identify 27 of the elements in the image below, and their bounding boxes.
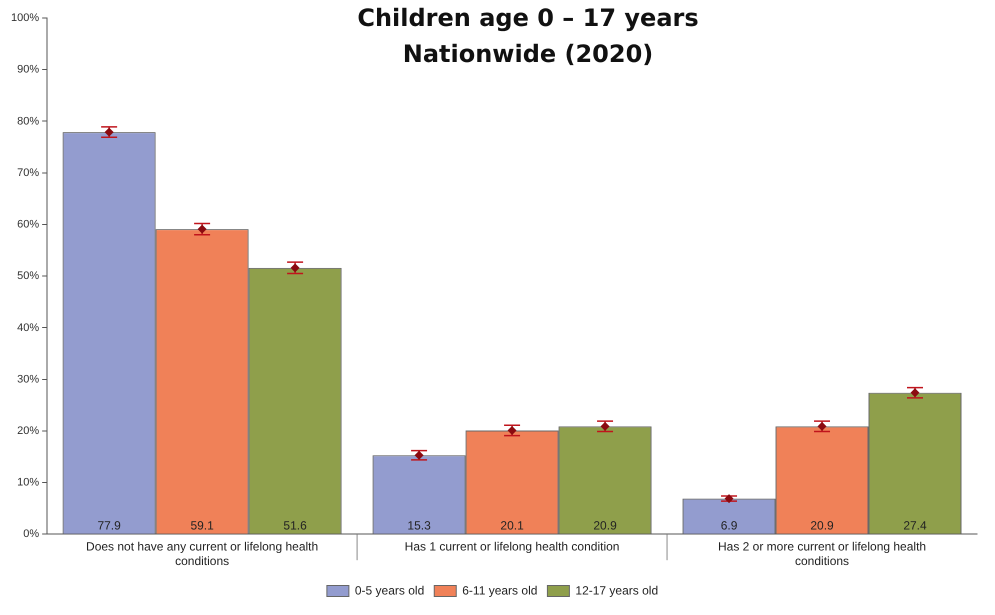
y-tick-label: 40%	[17, 322, 40, 334]
y-tick-label: 90%	[17, 64, 40, 76]
legend-label: 6-11 years old	[462, 583, 538, 598]
x-tick-label: Has 1 current or lifelong health condition	[404, 540, 620, 554]
data-label: 20.9	[810, 518, 834, 533]
x-tick-label: Has 2 or more current or lifelong health conditions	[718, 540, 926, 568]
data-label: 77.9	[97, 518, 122, 533]
data-label: 15.3	[407, 518, 432, 533]
chart-title: Children age 0 – 17 years Nationwide (2020)	[356, 3, 700, 70]
data-label: 27.4	[903, 518, 928, 533]
data-label: 6.9	[720, 518, 738, 533]
y-tick-label: 80%	[17, 115, 40, 128]
data-label: 51.6	[283, 518, 308, 533]
data-label: 20.1	[500, 518, 524, 533]
data-label: 20.9	[593, 518, 618, 533]
y-tick-label: 30%	[17, 373, 40, 386]
y-tick-label: 60%	[17, 218, 40, 231]
legend-label: 12-17 years old	[575, 583, 658, 598]
data-label: 59.1	[190, 518, 214, 533]
y-tick-label: 50%	[17, 270, 40, 282]
y-tick-label: 100%	[10, 12, 40, 24]
y-tick-label: 10%	[17, 476, 40, 489]
x-tick-label: Does not have any current or lifelong health conditions	[86, 540, 318, 568]
y-tick-label: 0%	[23, 528, 40, 540]
legend-label: 0-5 years old	[354, 583, 424, 598]
y-tick-label: 20%	[17, 424, 40, 437]
y-tick-label: 70%	[17, 166, 40, 179]
